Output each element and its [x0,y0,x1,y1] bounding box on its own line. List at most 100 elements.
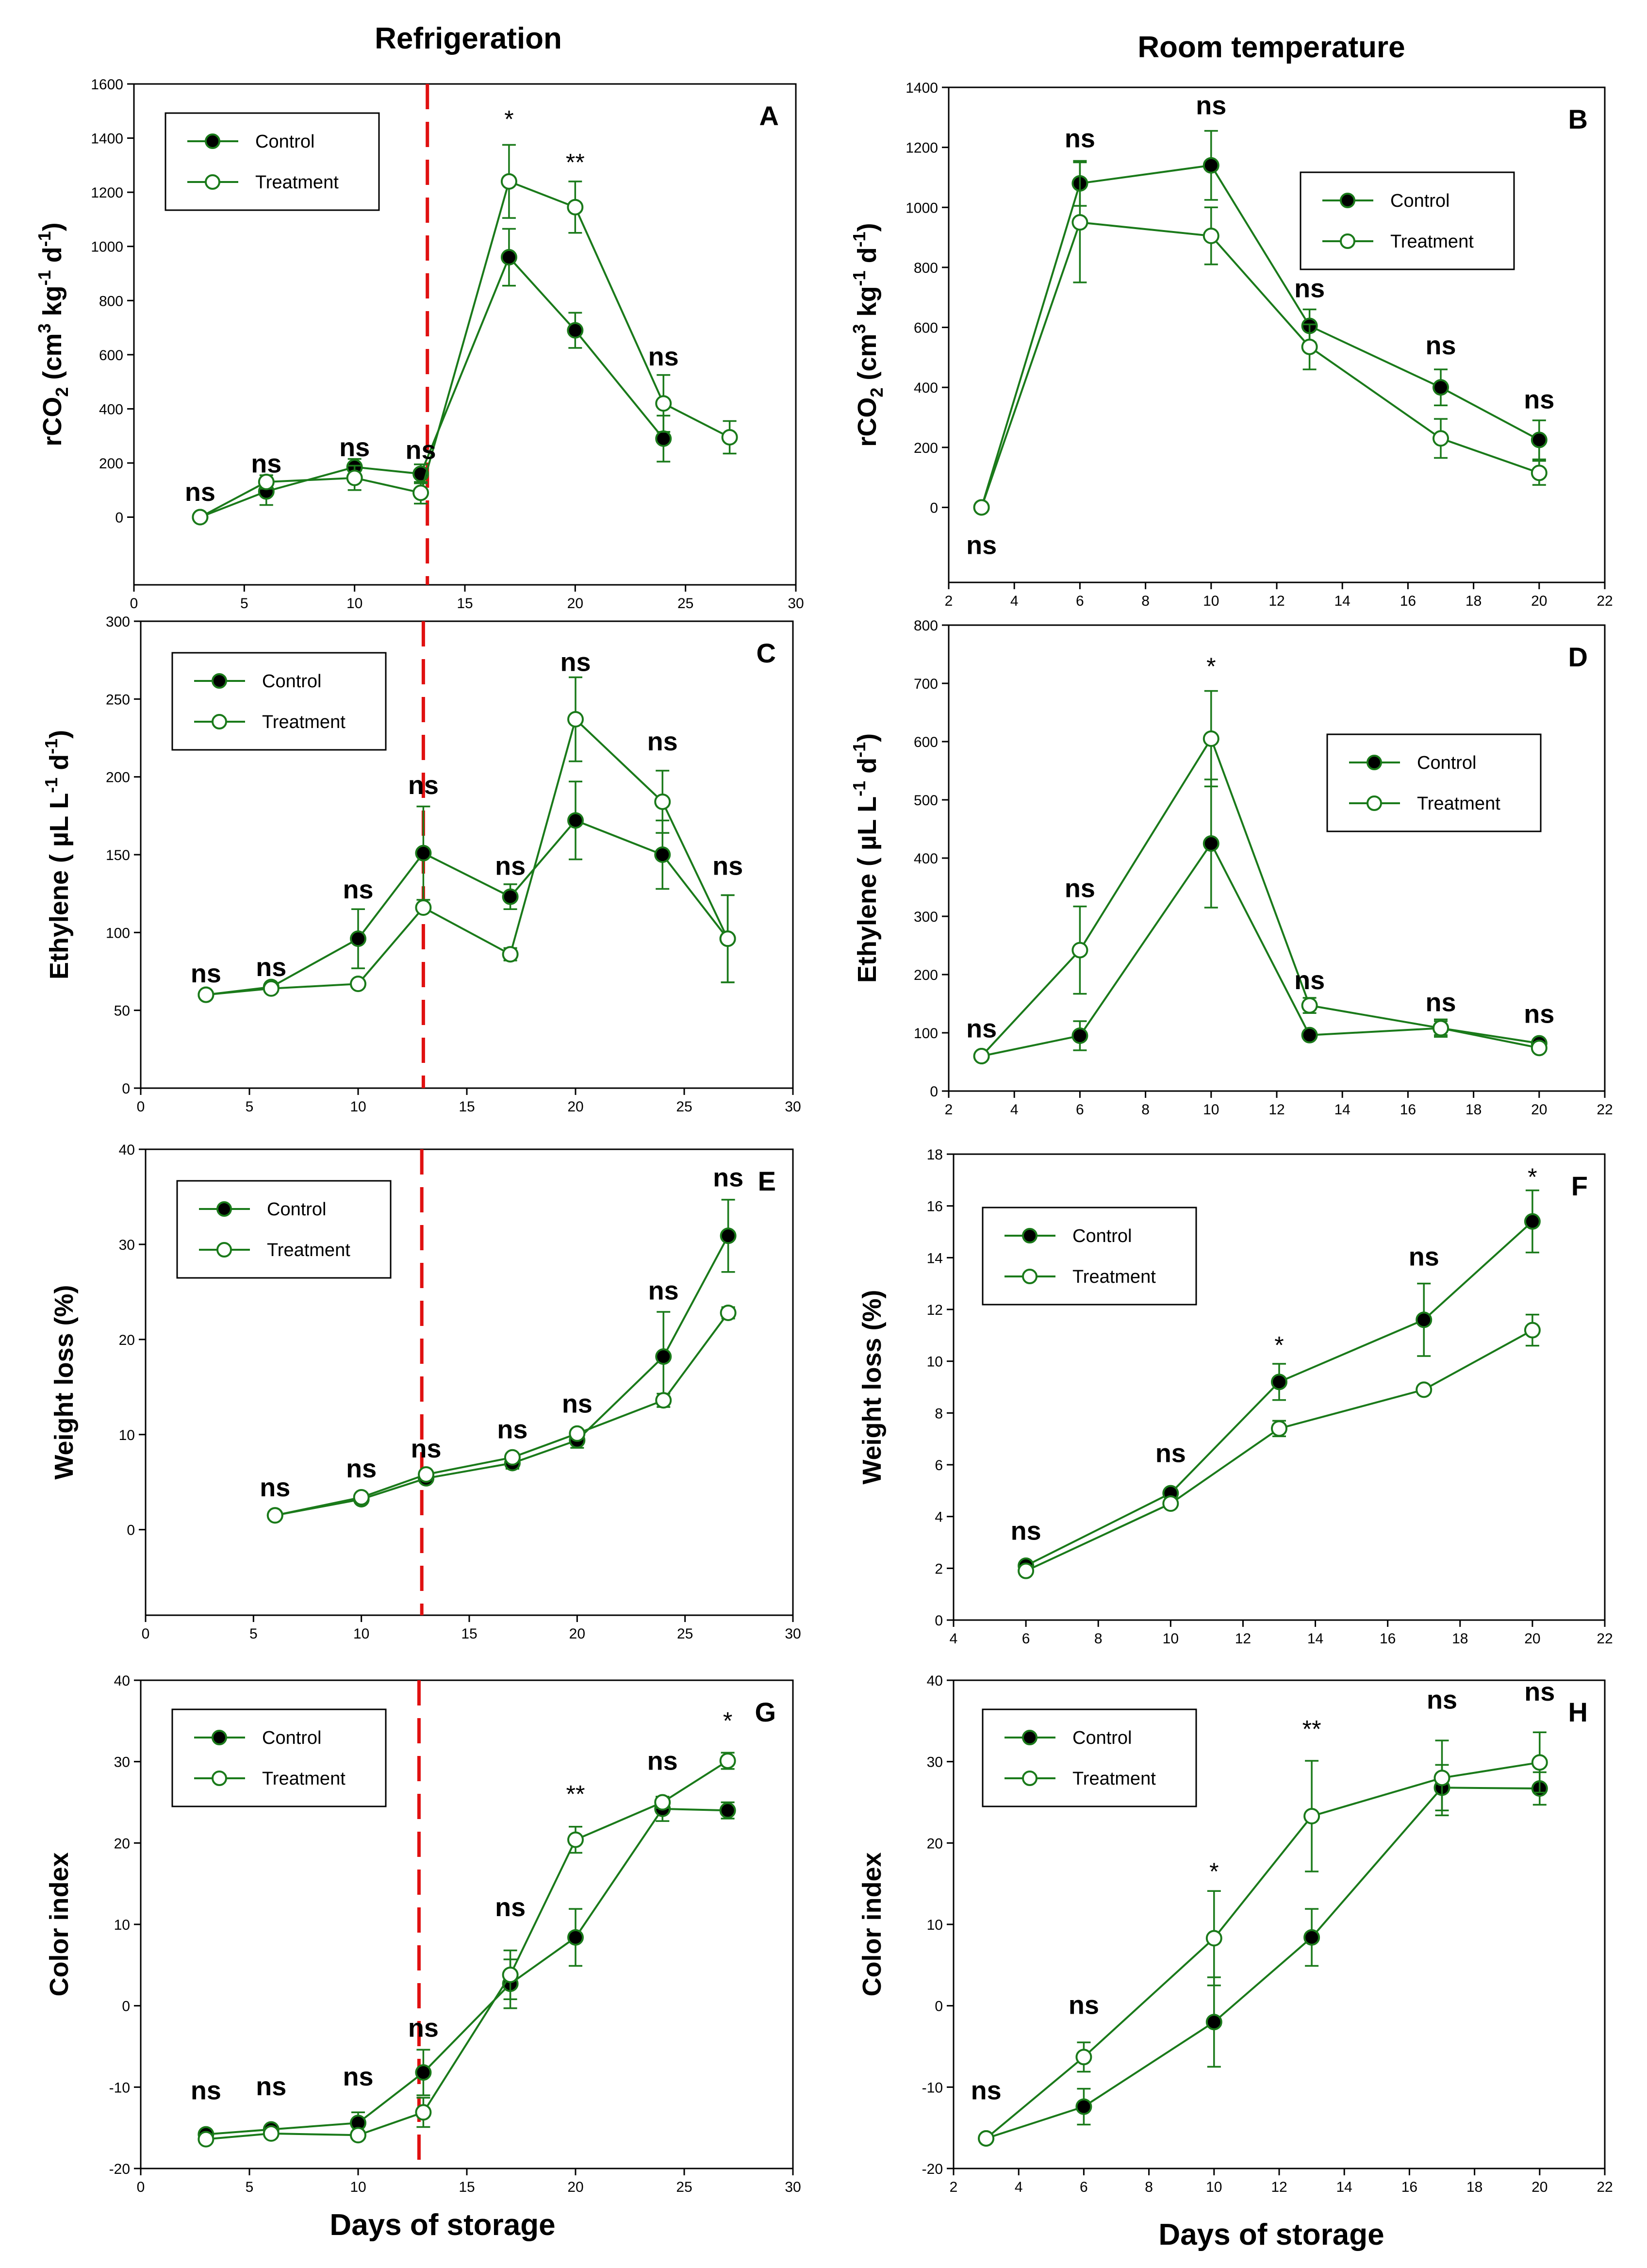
data-point-control [1416,1311,1433,1328]
y-tick-label: 800 [99,293,123,309]
series-line-control [206,819,729,996]
data-point-treatment [418,1466,435,1483]
series-line-treatment [981,736,1540,1057]
y-tick-label: 1200 [91,185,123,201]
legend-label-control: Control [1072,1728,1132,1748]
significance-label: ns [1155,1439,1186,1468]
series-line-control [980,164,1540,508]
y-tick-label: 600 [914,734,938,750]
y-tick-label: 12 [927,1302,943,1318]
y-tick-label: 1600 [91,77,123,93]
y-tick-label: 0 [930,500,938,516]
significance-label: ns [1011,1517,1041,1546]
y-tick-label: 700 [914,676,938,692]
legend-marker-treatment [216,1242,232,1258]
legend: Control Treatment [165,112,380,211]
significance-label: ns [497,1415,527,1444]
data-point-treatment [502,946,519,963]
significance-label: ns [185,478,215,507]
series-treatment [978,1731,1548,2147]
x-tick-label: 16 [1400,1102,1416,1118]
legend-marker-control [212,673,227,689]
y-tick-label: 10 [927,1354,943,1370]
y-tick-label: 0 [930,1084,938,1100]
legend-label-control: Control [262,671,322,692]
x-tick-label: 30 [785,2179,801,2195]
legend-label-treatment: Treatment [262,712,346,732]
data-point-treatment [655,1392,672,1409]
significance-label: ns [1524,385,1554,414]
data-point-treatment [1162,1495,1179,1512]
significance-label: * [1209,1858,1219,1885]
legend-marker-treatment [212,714,227,729]
series-line-treatment [985,1761,1540,2139]
significance-label: ns [343,875,373,904]
significance-label: ns [256,2072,286,2101]
x-tick-label: 15 [461,1626,477,1642]
data-point-treatment [1416,1381,1433,1398]
legend-box [171,652,387,751]
y-axis-label-part: 3 [34,323,54,333]
data-point-control [655,1348,672,1365]
x-tick-label: 20 [569,1626,585,1642]
y-axis-label-part: Color index [45,1852,74,1996]
data-point-treatment [973,1048,990,1064]
significance-label: ** [566,1781,585,1808]
y-tick-label: 1400 [906,80,938,96]
x-tick-label: 10 [350,2179,366,2195]
legend-marker-control [1367,755,1382,770]
y-axis-label: rCO2 (cm3 kg-1 d-1) [34,222,72,446]
data-point-control [1301,1026,1318,1043]
panel-b: 2 4 6 8 10 12 14 16 18 20 22 0 200 400 600 800 1000 1200 1… [849,80,1613,609]
y-tick-label: 250 [106,692,130,708]
y-tick-label: 300 [914,909,938,925]
x-tick-label: 20 [567,2179,583,2195]
data-point-treatment [415,2104,432,2121]
data-point-treatment [502,1966,519,1983]
significance-label: ns [562,1390,593,1419]
data-point-control [1524,1213,1541,1230]
x-tick-label: 2 [945,1102,953,1118]
x-tick-label: 6 [1076,1102,1084,1118]
y-tick-label: 200 [106,770,130,786]
y-tick-label: 1400 [91,131,123,147]
x-tick-label: 12 [1268,593,1285,609]
y-axis-label: Color index [857,1852,887,1996]
data-point-control [350,930,366,947]
x-tick-label: 10 [1203,1102,1219,1118]
x-tick-label: 15 [459,1099,475,1115]
y-tick-label: 500 [914,793,938,809]
panel-f: 4 6 8 10 12 14 16 18 20 22 0 2 4 6 8 10 12 14 16 18 Weight l… [857,1147,1613,1647]
data-point-control [1433,379,1449,396]
data-point-control [502,888,519,905]
legend-label-treatment: Treatment [267,1240,350,1260]
significance-label: ns [647,727,678,756]
x-tick-label: 5 [249,1626,258,1642]
data-point-control [1075,2098,1092,2115]
data-point-treatment [1071,214,1088,231]
significance-label: ns [1409,1242,1439,1271]
x-tick-label: 22 [1597,2179,1613,2195]
y-tick-label: 400 [914,851,938,867]
significance-label: * [723,1707,732,1735]
y-axis-label-part: kg [853,286,882,324]
x-tick-label: 22 [1597,1102,1613,1118]
x-tick-label: 5 [246,2179,254,2195]
data-point-treatment [1301,338,1318,355]
y-tick-label: 40 [114,1673,130,1689]
y-tick-label: 600 [99,348,123,364]
x-tick-label: 6 [1080,2179,1088,2195]
data-point-control [1271,1374,1287,1391]
x-tick-label: 0 [137,2179,145,2195]
panel-letter: B [1568,104,1588,134]
significance-label: ns [966,1014,997,1043]
y-tick-label: 100 [106,925,130,941]
significance-label: ** [1302,1715,1321,1742]
legend-label-treatment: Treatment [1072,1267,1156,1287]
legend-label-treatment: Treatment [1390,232,1474,252]
data-point-treatment [1202,730,1219,747]
significance-label: ns [1524,1000,1554,1029]
series-line-treatment [206,1760,728,2140]
legend-label-treatment: Treatment [262,1769,346,1789]
